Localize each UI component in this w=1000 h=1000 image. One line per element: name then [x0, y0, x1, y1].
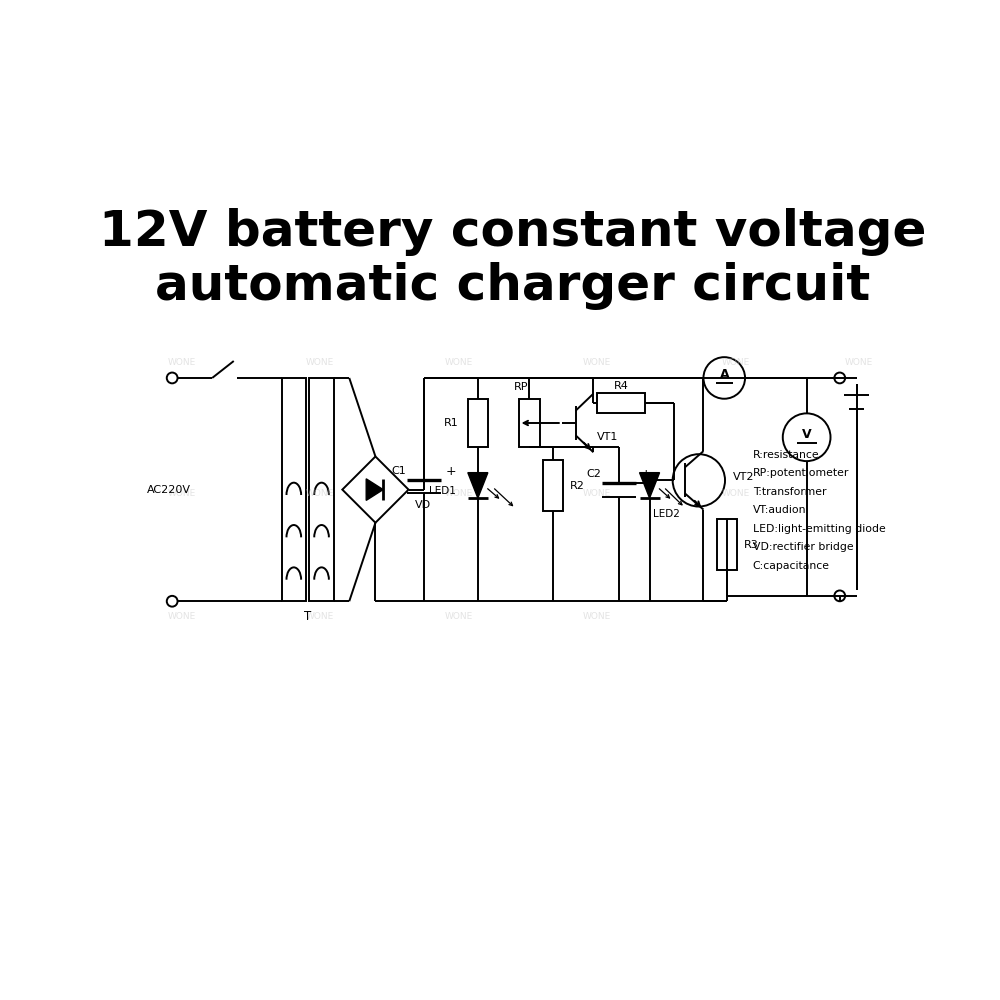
Text: VD: VD [415, 500, 431, 510]
Text: WONE: WONE [583, 358, 611, 367]
Text: WONE: WONE [845, 358, 873, 367]
Polygon shape [640, 473, 660, 498]
Text: WONE: WONE [167, 358, 196, 367]
Text: LED:light-emitting diode: LED:light-emitting diode [753, 524, 885, 534]
Text: WONE: WONE [306, 489, 334, 498]
Text: LED1: LED1 [429, 486, 456, 496]
Text: V: V [802, 428, 811, 441]
Text: WONE: WONE [444, 358, 473, 367]
Bar [282, 378, 306, 601]
Bar [597, 393, 645, 413]
Circle shape [834, 373, 845, 383]
Text: R2: R2 [569, 481, 584, 491]
Circle shape [834, 590, 845, 601]
Text: R1: R1 [444, 418, 459, 428]
Text: WONE: WONE [444, 612, 473, 621]
Text: WONE: WONE [306, 358, 334, 367]
Text: VD:rectifier bridge: VD:rectifier bridge [753, 542, 853, 552]
Circle shape [167, 373, 178, 383]
Bar [309, 378, 334, 601]
Text: T:transformer: T:transformer [753, 487, 826, 497]
Polygon shape [468, 473, 488, 498]
Text: WONE: WONE [583, 489, 611, 498]
Text: VT1: VT1 [597, 432, 619, 442]
Text: VT:audion: VT:audion [753, 505, 806, 515]
Circle shape [167, 596, 178, 607]
Text: WONE: WONE [167, 612, 196, 621]
Bar [717, 519, 737, 570]
Text: C2: C2 [586, 469, 601, 479]
Bar [468, 399, 488, 447]
Bar [543, 460, 563, 511]
Text: WONE: WONE [722, 358, 750, 367]
Text: R3: R3 [744, 540, 758, 550]
Text: WONE: WONE [722, 489, 750, 498]
Circle shape [703, 357, 745, 399]
Text: LED2: LED2 [653, 509, 680, 519]
Text: C:capacitance: C:capacitance [753, 561, 830, 571]
Text: WONE: WONE [444, 489, 473, 498]
Circle shape [783, 413, 831, 461]
Text: RP:potentiometer: RP:potentiometer [753, 468, 849, 478]
Text: +: + [640, 468, 651, 481]
Text: automatic charger circuit: automatic charger circuit [155, 262, 870, 310]
Text: WONE: WONE [167, 489, 196, 498]
Text: A: A [719, 368, 729, 381]
Text: R4: R4 [614, 381, 629, 391]
Text: T: T [304, 610, 311, 623]
Text: WONE: WONE [583, 612, 611, 621]
Text: 12V battery constant voltage: 12V battery constant voltage [99, 208, 926, 256]
Polygon shape [366, 479, 383, 500]
Text: C1: C1 [391, 466, 406, 476]
Text: +: + [446, 465, 456, 478]
Text: AC220V: AC220V [147, 485, 191, 495]
Text: R:resistance: R:resistance [753, 450, 819, 460]
Bar [519, 399, 540, 447]
Text: VT2: VT2 [733, 472, 754, 482]
Text: RP: RP [513, 382, 528, 392]
Text: WONE: WONE [306, 612, 334, 621]
Circle shape [673, 454, 725, 507]
